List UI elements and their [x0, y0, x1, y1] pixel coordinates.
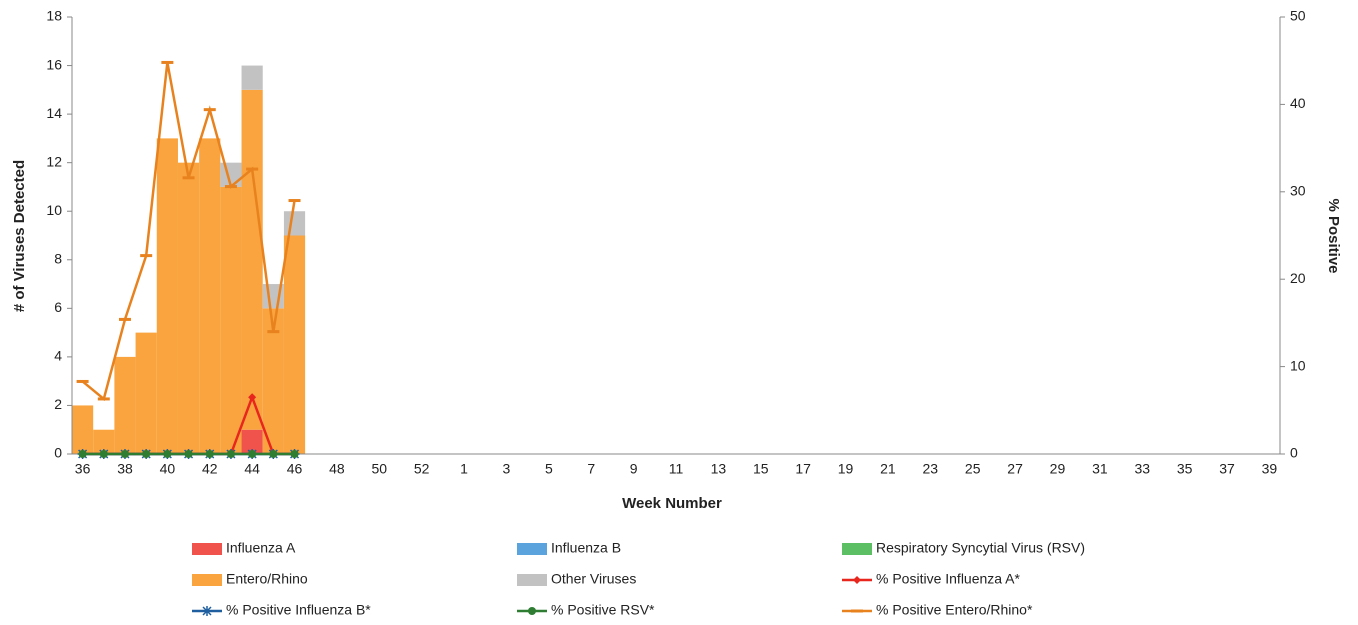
y2-tick-label: 40 — [1290, 95, 1306, 111]
y2-axis-title: % Positive — [1325, 198, 1342, 273]
legend-swatch — [192, 543, 222, 555]
legend-label: Entero/Rhino — [226, 571, 308, 587]
bar — [114, 356, 136, 454]
marker — [248, 393, 257, 402]
y-tick-label: 4 — [54, 348, 62, 364]
y-tick-label: 2 — [54, 396, 62, 412]
y2-tick-label: 20 — [1290, 270, 1306, 286]
marker — [226, 450, 235, 458]
y2-tick-label: 10 — [1290, 357, 1306, 373]
bar — [241, 65, 263, 90]
bar — [156, 138, 178, 454]
x-tick-label: 42 — [202, 461, 218, 477]
legend-label: % Positive Entero/Rhino* — [876, 602, 1033, 618]
y-tick-label: 6 — [54, 299, 62, 315]
x-tick-label: 29 — [1050, 461, 1066, 477]
x-tick-label: 52 — [414, 461, 430, 477]
bar — [283, 211, 306, 236]
x-tick-label: 35 — [1177, 461, 1193, 477]
bar — [93, 429, 115, 454]
y-tick-label: 12 — [46, 153, 62, 169]
legend-swatch — [192, 574, 222, 586]
x-tick-label: 5 — [545, 461, 553, 477]
x-axis-title: Week Number — [622, 495, 722, 512]
legend-swatch — [842, 543, 872, 555]
x-tick-label: 44 — [244, 461, 260, 477]
bar — [241, 429, 263, 454]
y2-tick-label: 30 — [1290, 183, 1306, 199]
bar — [72, 405, 94, 454]
x-tick-label: 38 — [117, 461, 133, 477]
legend-swatch — [517, 543, 547, 555]
x-tick-label: 15 — [753, 461, 769, 477]
x-tick-label: 25 — [965, 461, 981, 477]
y-tick-label: 0 — [54, 445, 62, 461]
x-tick-label: 37 — [1219, 461, 1235, 477]
x-tick-label: 46 — [287, 461, 303, 477]
x-tick-label: 7 — [587, 461, 595, 477]
bar — [199, 138, 221, 454]
x-tick-label: 3 — [503, 461, 511, 477]
legend-label: Influenza B — [551, 540, 621, 556]
y2-tick-label: 50 — [1290, 8, 1306, 24]
y-tick-label: 14 — [46, 105, 62, 121]
y-tick-label: 16 — [46, 56, 62, 72]
marker — [269, 450, 278, 458]
legend-swatch — [517, 574, 547, 586]
x-tick-label: 1 — [460, 461, 468, 477]
bar — [241, 89, 263, 430]
bar — [283, 235, 306, 454]
marker — [248, 450, 257, 458]
marker — [78, 450, 87, 458]
x-tick-label: 50 — [372, 461, 388, 477]
marker — [142, 450, 151, 458]
x-tick-label: 13 — [711, 461, 727, 477]
x-tick-label: 9 — [630, 461, 638, 477]
y2-tick-label: 0 — [1290, 445, 1298, 461]
x-tick-label: 17 — [795, 461, 811, 477]
legend-label: % Positive Influenza A* — [876, 571, 1021, 587]
legend-label: % Positive RSV* — [551, 602, 655, 618]
bar — [220, 186, 242, 454]
bar — [177, 162, 200, 454]
legend-label: % Positive Influenza B* — [226, 602, 371, 618]
bar — [135, 332, 157, 454]
bar — [262, 308, 284, 454]
x-tick-label: 21 — [880, 461, 896, 477]
x-tick-label: 33 — [1134, 461, 1150, 477]
x-tick-label: 36 — [75, 461, 91, 477]
x-tick-label: 40 — [160, 461, 176, 477]
marker — [528, 607, 536, 615]
x-tick-label: 48 — [329, 461, 345, 477]
marker — [99, 450, 108, 458]
y-tick-label: 18 — [46, 8, 62, 24]
legend-label: Influenza A — [226, 540, 296, 556]
marker — [163, 450, 172, 458]
y-axis-title: # of Viruses Detected — [11, 160, 28, 312]
x-tick-label: 23 — [923, 461, 939, 477]
marker — [290, 450, 299, 458]
marker — [853, 576, 861, 584]
marker — [120, 450, 129, 458]
x-tick-label: 11 — [669, 461, 684, 477]
legend-label: Other Viruses — [551, 571, 636, 587]
marker — [205, 450, 214, 458]
y-tick-label: 10 — [46, 202, 62, 218]
legend-label: Respiratory Syncytial Virus (RSV) — [876, 540, 1085, 556]
x-tick-label: 27 — [1007, 461, 1023, 477]
marker — [184, 450, 193, 458]
x-tick-label: 31 — [1092, 461, 1108, 477]
x-tick-label: 39 — [1262, 461, 1278, 477]
y-tick-label: 8 — [54, 250, 62, 266]
x-tick-label: 19 — [838, 461, 854, 477]
marker — [202, 606, 212, 616]
